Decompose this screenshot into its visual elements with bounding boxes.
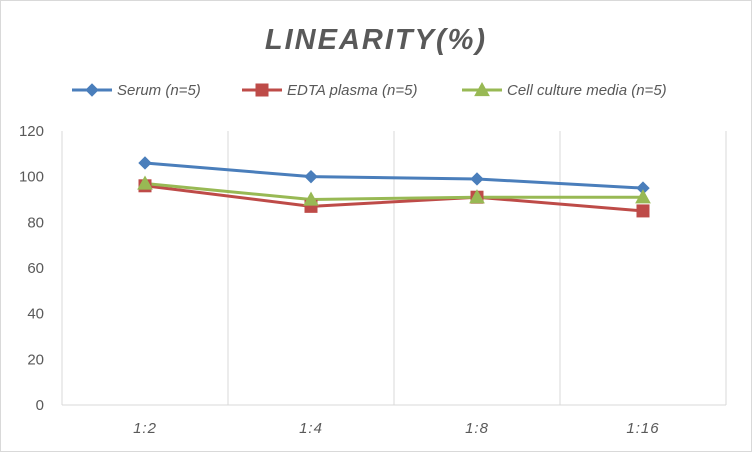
series-line-2	[143, 184, 645, 213]
x-tick-label: 1:8	[465, 420, 489, 437]
y-tick-label: 100	[19, 169, 44, 186]
series-3-point	[303, 191, 319, 206]
chart-title: LINEARITY(%)	[265, 24, 487, 56]
series-lines	[143, 161, 645, 213]
series-2-point	[636, 204, 650, 218]
series-line-1	[143, 161, 645, 190]
legend-label: EDTA plasma (n=5)	[287, 82, 417, 99]
series-line-3	[143, 182, 645, 201]
x-tick-label: 1:2	[133, 420, 157, 437]
chart-legend: Serum (n=5) EDTA plasma (n=5) Cell culture…	[72, 81, 667, 99]
series-3-point	[469, 189, 485, 204]
legend-marker	[255, 83, 269, 97]
x-tick-label: 1:4	[299, 420, 323, 437]
y-tick-label: 60	[27, 260, 44, 277]
y-tick-label: 40	[27, 306, 44, 323]
gridlines	[61, 131, 727, 405]
y-axis-tick-labels: 0 20 40 60 80 100 120	[19, 123, 44, 414]
series-markers	[137, 156, 651, 218]
y-tick-label: 20	[27, 351, 44, 368]
legend-marker	[85, 83, 99, 97]
series-3-point	[635, 189, 651, 204]
legend-label: Cell culture media (n=5)	[507, 82, 667, 99]
series-1-point	[470, 172, 484, 186]
x-axis-tick-labels: 1:2 1:4 1:8 1:16	[133, 420, 659, 437]
x-tick-label: 1:16	[626, 420, 659, 437]
legend-label: Serum (n=5)	[117, 82, 201, 99]
series-3-point	[137, 175, 153, 190]
series-1-point	[304, 169, 318, 184]
y-tick-label: 0	[36, 397, 44, 414]
y-tick-label: 120	[19, 123, 44, 140]
series-1-point	[138, 156, 152, 170]
y-tick-label: 80	[27, 214, 44, 231]
legend-marker	[474, 81, 490, 97]
